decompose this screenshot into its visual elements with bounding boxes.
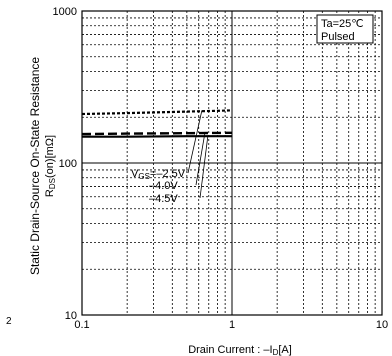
condition-box: Ta=25℃ Pulsed xyxy=(316,14,374,44)
legend-entry-1: VGS=–2.5V xyxy=(131,168,186,181)
x-tick-label: 10 xyxy=(376,319,388,331)
legend-label-4-5v: –4.5V xyxy=(149,193,178,205)
y-axis-label: Static Drain-Source On-State Resistance … xyxy=(28,57,57,275)
legend-label-4-0v: –4.0V xyxy=(149,180,178,192)
legend-prefix: V xyxy=(131,168,139,180)
y-axis-label-line1: Static Drain-Source On-State Resistance xyxy=(28,57,42,275)
x-tick-label: 0.1 xyxy=(74,319,89,331)
y-axis-label-unit: (on)[mΩ] xyxy=(44,135,56,178)
grid xyxy=(82,11,382,315)
plot-frame xyxy=(81,10,383,316)
x-tick-label: 1 xyxy=(229,319,235,331)
y-tick-label: 10 xyxy=(65,310,77,322)
x-axis-label-text: Drain Current : –I xyxy=(188,344,272,356)
series-line-1 xyxy=(81,109,233,116)
y-axis-label-sub: DS xyxy=(48,178,57,189)
legend-prefix-sub: GS xyxy=(138,172,150,181)
x-axis-label-sub: D xyxy=(273,348,279,356)
condition-box-frame xyxy=(316,14,374,44)
y-axis-label-r: R xyxy=(44,189,56,197)
legend-pointer-2 xyxy=(195,132,206,186)
series-line-2 xyxy=(81,131,233,136)
condition-temperature: Ta=25℃ xyxy=(321,18,364,30)
y-axis-label-line2: RDS(on)[mΩ] xyxy=(44,135,57,197)
x-axis-label-unit: [A] xyxy=(278,344,291,356)
x-axis-label: Drain Current : –ID[A] xyxy=(188,344,292,356)
legend: VGS=–2.5V –4.0V –4.5V xyxy=(131,168,186,205)
y-tick-label: 1000 xyxy=(53,6,77,18)
page-marker: 2 xyxy=(6,316,12,327)
legend-pointer-1 xyxy=(187,110,203,174)
y-tick-label: 100 xyxy=(59,158,77,170)
series-group xyxy=(81,109,233,138)
legend-pointer-3 xyxy=(199,136,209,199)
legend-pointers xyxy=(187,110,209,199)
series-line-3 xyxy=(82,135,232,138)
legend-label-2-5v: =–2.5V xyxy=(150,168,186,180)
condition-pulsed: Pulsed xyxy=(321,31,355,43)
tick-labels: 0.1 1 10 10 100 1000 xyxy=(53,6,389,331)
